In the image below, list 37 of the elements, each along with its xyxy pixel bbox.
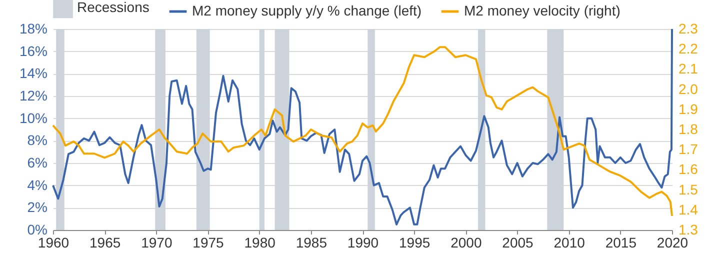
x-tick-label: 2005: [502, 234, 534, 250]
x-tick-label: 1970: [141, 234, 172, 250]
x-tick-label: 1960: [38, 234, 70, 250]
y-tick-label: 10%: [19, 110, 48, 126]
y2-tick-label: 2.0: [678, 80, 698, 97]
x-tick-label: 1975: [192, 234, 224, 250]
legend-label: M2 money velocity (right): [464, 2, 620, 18]
y-tick-label: 4%: [27, 176, 48, 193]
x-tick-label: 1965: [90, 234, 121, 250]
y-tick-label: 16%: [19, 42, 48, 59]
legend-label: Recessions: [77, 0, 150, 16]
y2-tick-label: 1.5: [678, 181, 698, 198]
x-tick-label: 2020: [656, 234, 688, 250]
y2-tick-label: 1.3: [678, 222, 698, 238]
y2-tick-label: 1.4: [678, 201, 698, 218]
x-tick-label: 2015: [605, 234, 637, 250]
y-tick-label: 0%: [27, 222, 48, 238]
y2-tick-label: 1.7: [678, 141, 698, 158]
x-tick-label: 1990: [347, 234, 379, 250]
y2-tick-label: 2.3: [678, 20, 698, 36]
y2-tick-label: 1.9: [678, 100, 698, 117]
y-tick-label: 8%: [27, 132, 48, 148]
y2-tick-label: 2.2: [678, 40, 698, 57]
legend-label: M2 money supply y/y % change (left): [192, 2, 422, 18]
x-tick-label: 2000: [450, 234, 482, 250]
y-tick-label: 2%: [27, 199, 48, 216]
y-tick-label: 6%: [27, 154, 48, 170]
y-tick-label: 18%: [19, 20, 48, 36]
y2-tick-label: 2.1: [678, 60, 698, 77]
y2-tick-label: 1.6: [678, 161, 698, 178]
y2-tick-label: 1.8: [678, 121, 698, 137]
y-tick-label: 14%: [19, 65, 48, 82]
y-tick-label: 12%: [19, 88, 48, 104]
x-tick-label: 1985: [296, 234, 328, 250]
x-tick-label: 2010: [554, 234, 586, 250]
x-tick-label: 1980: [244, 234, 276, 250]
x-tick-label: 1995: [399, 234, 430, 250]
